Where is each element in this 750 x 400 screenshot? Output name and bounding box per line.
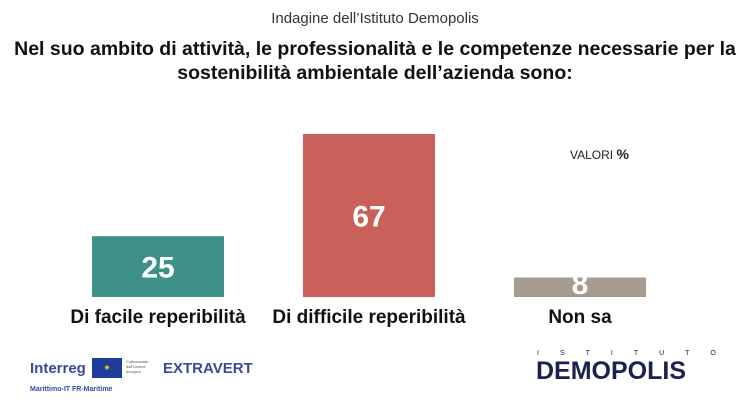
supertitle: Indagine dell’Istituto Demopolis bbox=[271, 10, 479, 27]
bar bbox=[514, 277, 646, 297]
istituto-label: ISTITUTO bbox=[537, 350, 737, 357]
eu-text: Cofinanziato dall'Unione europea bbox=[126, 359, 149, 374]
extravert-logo: EXTRAVERT bbox=[163, 360, 253, 377]
maritime-label: Marittimo-IT FR-Maritime bbox=[30, 386, 113, 393]
category-label: Non sa bbox=[548, 307, 612, 328]
unit-symbol: % bbox=[616, 146, 629, 162]
bar-chart: 25 Di facile reperibilità 67 Di difficile r… bbox=[70, 134, 646, 328]
bar bbox=[92, 236, 224, 297]
demopolis-logo: DEMOPOLIS bbox=[536, 357, 687, 385]
unit-text: VALORI bbox=[570, 148, 614, 162]
chart-title: Nel suo ambito di attività, le professio… bbox=[14, 38, 736, 84]
data-label: 67 bbox=[352, 201, 385, 234]
data-label: 25 bbox=[141, 252, 174, 285]
bar bbox=[303, 134, 435, 297]
unit-label: VALORI % bbox=[570, 146, 629, 162]
category-label: Di difficile reperibilità bbox=[272, 307, 466, 328]
category-label: Di facile reperibilità bbox=[70, 307, 246, 328]
eu-flag-icon: ★ bbox=[92, 358, 122, 378]
interreg-logo: Interreg bbox=[30, 360, 86, 377]
data-label: 8 bbox=[572, 268, 589, 301]
